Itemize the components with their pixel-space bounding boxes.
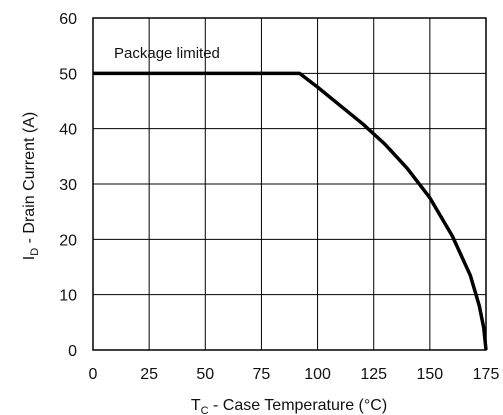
x-tick-label: 175 (473, 366, 500, 383)
x-tick-label: 150 (417, 366, 444, 383)
y-tick-label: 50 (59, 66, 77, 83)
plot-frame (92, 17, 487, 351)
y-tick-label: 30 (59, 177, 77, 194)
annotation-package-limited: Package limited (114, 45, 220, 62)
axis-titles: TC - Case Temperature (°C) ID - Drain Cu… (21, 112, 387, 415)
x-tick-label: 50 (196, 366, 214, 383)
series-layer (93, 71, 488, 351)
x-tick-label: 100 (304, 366, 331, 383)
y-tick-label: 40 (59, 122, 77, 139)
x-tick-label: 125 (360, 366, 387, 383)
grid-layer (92, 17, 487, 351)
annotation-layer: Package limited (114, 45, 220, 62)
y-tick-label: 60 (59, 11, 77, 28)
y-axis-title: ID - Drain Current (A) (21, 112, 41, 260)
x-tick-label: 25 (140, 366, 158, 383)
y-tick-label: 20 (59, 232, 77, 249)
y-tick-label: 10 (59, 288, 77, 305)
x-tick-label: 0 (89, 366, 98, 383)
x-tick-label: 75 (253, 366, 271, 383)
y-tick-label: 0 (68, 343, 77, 360)
x-axis-title: TC - Case Temperature (°C) (191, 397, 387, 415)
series-line-0 (93, 71, 488, 351)
tick-labels: 0 25 50 75 100 125 150 175 0 10 20 30 40 50 60 (59, 11, 499, 383)
frame-layer (92, 17, 487, 351)
